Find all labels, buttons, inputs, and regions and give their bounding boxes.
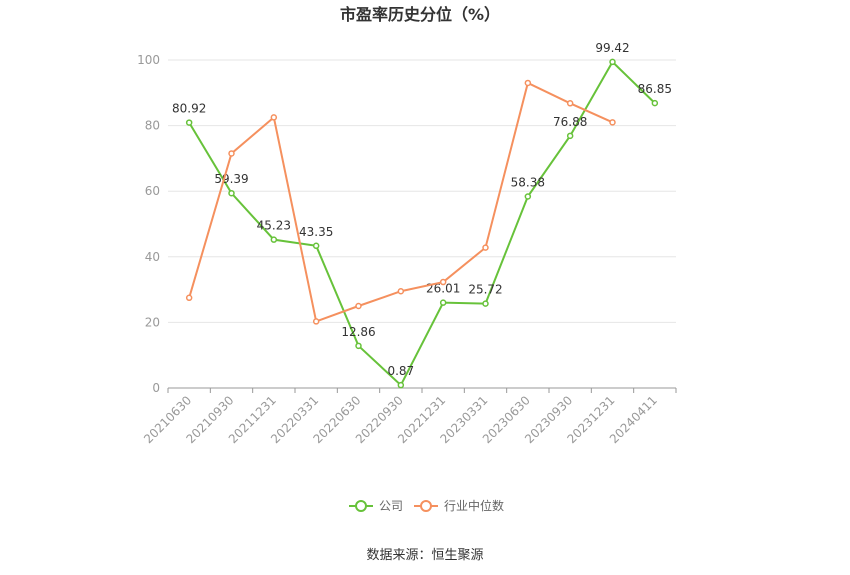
data-point [524,193,532,200]
data-point [228,189,235,197]
data-label: 12.86 [341,325,375,339]
y-tick-label: 100 [137,53,160,67]
series-0: 80.92 59.39 45.23 43.35 12.86 0.87 26.01 25.72 5… [172,41,672,389]
data-point [482,300,489,307]
data-label: 80.92 [172,102,206,116]
data-point [609,119,616,126]
data-point [185,294,193,302]
grid-lines [168,59,676,323]
legend-marker [420,500,432,512]
data-point [270,114,278,121]
y-tick-label: 60 [145,184,160,198]
data-label: 26.01 [426,282,460,296]
data-point [651,99,659,107]
data-label: 76.88 [553,115,587,129]
data-point [355,302,362,310]
data-point [566,132,574,140]
y-tick-label: 40 [145,250,160,264]
data-point [609,58,616,66]
y-tick-label: 80 [145,119,160,133]
data-point [355,342,362,350]
data-label: 43.35 [299,225,333,239]
data-point [566,100,574,107]
data-point [312,242,320,250]
data-label: 25.72 [468,283,502,297]
data-label: 59.39 [214,172,248,186]
series-layer: 80.92 59.39 45.23 43.35 12.86 0.87 26.01 25.72 5… [172,41,672,389]
series-line [188,81,613,323]
data-point [312,318,320,325]
data-label: 86.85 [638,82,672,96]
data-point [270,236,278,243]
data-point [185,119,193,126]
y-tick-label: 0 [152,381,160,395]
data-point [439,278,447,286]
y-tick-label: 20 [145,315,160,329]
chart-title: 市盈率历史分位（%） [340,5,500,24]
data-point [524,79,532,87]
series-line [188,60,656,387]
source-note: 数据来源：恒生聚源 [366,548,483,563]
data-label: 45.23 [257,219,291,233]
legend-marker [355,500,367,512]
data-label: 0.87 [387,364,414,378]
data-point [228,150,235,157]
legend: 公司 行业中位数 [349,498,504,513]
legend-label: 行业中位数 [444,498,504,513]
data-label: 99.42 [595,41,629,55]
y-axis-ticks: 0 20 40 60 80 100 [137,53,160,395]
series-1 [185,79,616,325]
data-point [397,287,405,295]
legend-label: 公司 [379,499,403,513]
data-label: 58.38 [511,176,545,190]
data-point [397,381,405,389]
legend-item: 公司 [349,499,403,513]
data-point [439,299,447,306]
legend-item: 行业中位数 [414,498,504,513]
data-point [482,244,489,251]
x-axis: 2021063020210930202112312022033120220630… [141,387,677,446]
